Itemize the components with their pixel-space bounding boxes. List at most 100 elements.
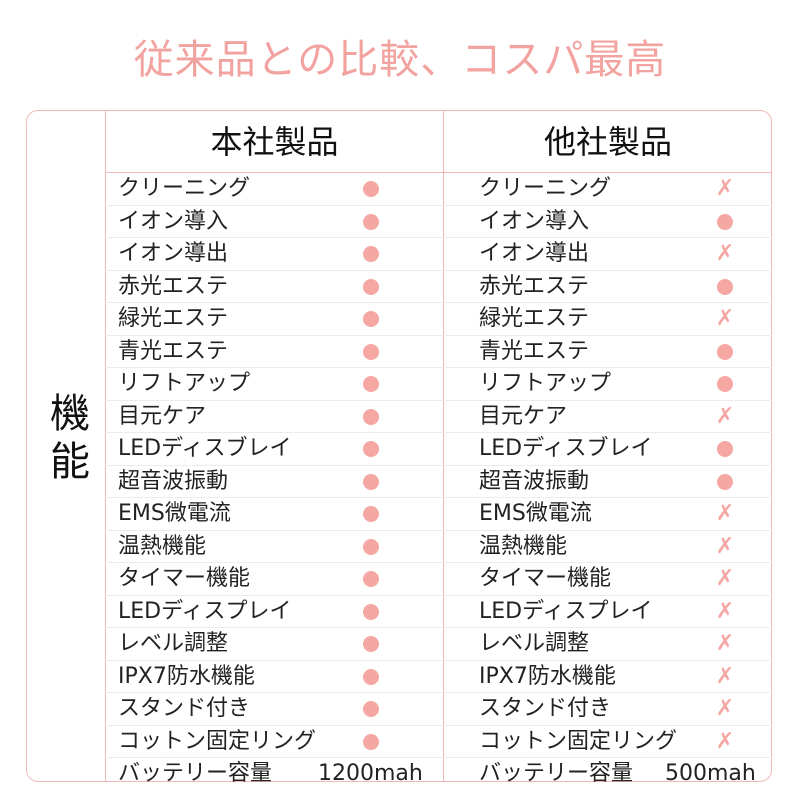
row-divider bbox=[105, 464, 772, 466]
feature-label-ours: 超音波振動 bbox=[118, 468, 229, 494]
cross-icon: ✗ bbox=[715, 696, 735, 721]
feature-label-ours: スタンド付き bbox=[118, 696, 251, 721]
dot-icon bbox=[363, 311, 379, 327]
table-row: LEDディスプレイ LEDディスプレイ ✗ bbox=[105, 596, 772, 628]
ours-available-dot-icon bbox=[355, 563, 387, 595]
feature-label-others: レベル調整 bbox=[479, 631, 590, 656]
others-unavailable-cross-icon: ✗ bbox=[709, 401, 741, 433]
row-divider bbox=[105, 302, 772, 303]
others-available-dot-icon bbox=[709, 206, 741, 238]
ours-available-dot-icon bbox=[355, 368, 387, 400]
page-title: 従来品との比較、コスパ最高 bbox=[133, 37, 667, 83]
others-available-dot-icon bbox=[709, 368, 741, 400]
feature-label-ours: レベル調整 bbox=[118, 631, 229, 656]
others-unavailable-cross-icon: ✗ bbox=[709, 531, 741, 563]
others-unavailable-cross-icon: ✗ bbox=[709, 628, 741, 660]
feature-label-ours: リフトアップ bbox=[118, 371, 251, 396]
cross-icon: ✗ bbox=[715, 241, 735, 266]
feature-label-others: リフトアップ bbox=[479, 371, 612, 396]
ours-available-dot-icon bbox=[355, 206, 387, 238]
dot-icon bbox=[363, 506, 379, 522]
ours-available-dot-icon bbox=[355, 661, 387, 693]
others-unavailable-cross-icon: ✗ bbox=[709, 303, 741, 335]
table-row: LEDディスブレイ LEDディスブレイ bbox=[105, 433, 772, 466]
dot-icon bbox=[363, 246, 379, 262]
battery-label-others: バッテリー容量 bbox=[479, 761, 634, 786]
feature-label-ours: IPX7防水機能 bbox=[118, 663, 255, 689]
dot-icon bbox=[363, 181, 379, 197]
row-divider bbox=[105, 724, 772, 726]
battery-label-ours: バッテリー容量 bbox=[118, 761, 273, 786]
row-divider bbox=[105, 659, 772, 661]
dot-icon bbox=[717, 473, 733, 490]
ours-available-dot-icon bbox=[355, 628, 387, 660]
feature-label-ours: クリーニング bbox=[118, 176, 251, 201]
feature-label-ours: 目元ケア bbox=[118, 403, 207, 429]
table-row: 青光エステ 青光エステ bbox=[105, 336, 772, 368]
table-row: EMS微電流 EMS微電流 ✗ bbox=[105, 498, 772, 531]
row-divider bbox=[105, 204, 772, 206]
row-divider bbox=[105, 334, 772, 336]
table-row: クリーニング クリーニング ✗ bbox=[105, 173, 772, 206]
feature-label-ours: イオン導入 bbox=[118, 208, 229, 234]
dot-icon bbox=[717, 441, 733, 457]
ours-available-dot-icon bbox=[355, 271, 387, 303]
cross-icon: ✗ bbox=[715, 728, 735, 754]
feature-label-others: クリーニング bbox=[479, 176, 612, 201]
table-row: イオン導入 イオン導入 bbox=[105, 206, 772, 238]
row-divider bbox=[105, 692, 772, 693]
table-row: スタンド付き スタンド付き ✗ bbox=[105, 693, 772, 726]
dot-icon bbox=[363, 376, 379, 392]
column-divider-left bbox=[105, 110, 106, 782]
column-header-ours: 本社製品 bbox=[210, 123, 339, 161]
feature-label-ours: LEDディスブレイ bbox=[118, 436, 292, 461]
row-divider bbox=[105, 269, 772, 271]
feature-label-others: 目元ケア bbox=[479, 403, 568, 429]
dot-icon bbox=[363, 473, 379, 490]
cross-icon: ✗ bbox=[715, 663, 735, 689]
others-available-dot-icon bbox=[709, 433, 741, 465]
others-unavailable-cross-icon: ✗ bbox=[709, 661, 741, 693]
feature-label-ours: LEDディスプレイ bbox=[118, 598, 292, 624]
others-unavailable-cross-icon: ✗ bbox=[709, 693, 741, 725]
dot-icon bbox=[717, 278, 733, 295]
others-unavailable-cross-icon: ✗ bbox=[709, 238, 741, 270]
row-divider bbox=[105, 497, 772, 498]
ours-available-dot-icon bbox=[355, 498, 387, 530]
table-row: 温熱機能 温熱機能 ✗ bbox=[105, 531, 772, 563]
table-row: 目元ケア 目元ケア ✗ bbox=[105, 401, 772, 433]
others-available-dot-icon bbox=[709, 271, 741, 303]
ours-available-dot-icon bbox=[355, 238, 387, 270]
feature-label-others: 緑光エステ bbox=[479, 306, 590, 331]
column-header-others: 他社製品 bbox=[543, 123, 672, 161]
dot-icon bbox=[363, 733, 379, 750]
cross-icon: ✗ bbox=[715, 533, 735, 559]
feature-label-ours: イオン導出 bbox=[118, 241, 229, 266]
table-row: タイマー機能 タイマー機能 ✗ bbox=[105, 563, 772, 596]
table-row: 超音波振動 超音波振動 bbox=[105, 466, 772, 498]
table-row: IPX7防水機能 IPX7防水機能 ✗ bbox=[105, 661, 772, 693]
cross-icon: ✗ bbox=[715, 403, 735, 429]
cross-icon: ✗ bbox=[715, 631, 735, 656]
feature-label-others: イオン導入 bbox=[479, 208, 590, 234]
column-divider-middle bbox=[443, 110, 444, 782]
dot-icon bbox=[363, 701, 379, 717]
row-divider bbox=[105, 594, 772, 596]
feature-label-others: イオン導出 bbox=[479, 241, 590, 266]
row-divider bbox=[105, 627, 772, 628]
feature-label-others: 赤光エステ bbox=[479, 273, 590, 299]
ours-available-dot-icon bbox=[355, 466, 387, 498]
dot-icon bbox=[717, 343, 733, 360]
ours-available-dot-icon bbox=[355, 303, 387, 335]
row-divider bbox=[105, 399, 772, 401]
others-unavailable-cross-icon: ✗ bbox=[709, 563, 741, 595]
ours-available-dot-icon bbox=[355, 596, 387, 628]
feature-label-others: EMS微電流 bbox=[479, 501, 592, 526]
row-divider bbox=[105, 237, 772, 238]
row-divider bbox=[105, 432, 772, 433]
table-row: レベル調整 レベル調整 ✗ bbox=[105, 628, 772, 661]
feature-label-others: タイマー機能 bbox=[479, 566, 612, 591]
ours-available-dot-icon bbox=[355, 433, 387, 465]
row-divider bbox=[105, 367, 772, 368]
ours-available-dot-icon bbox=[355, 173, 387, 205]
